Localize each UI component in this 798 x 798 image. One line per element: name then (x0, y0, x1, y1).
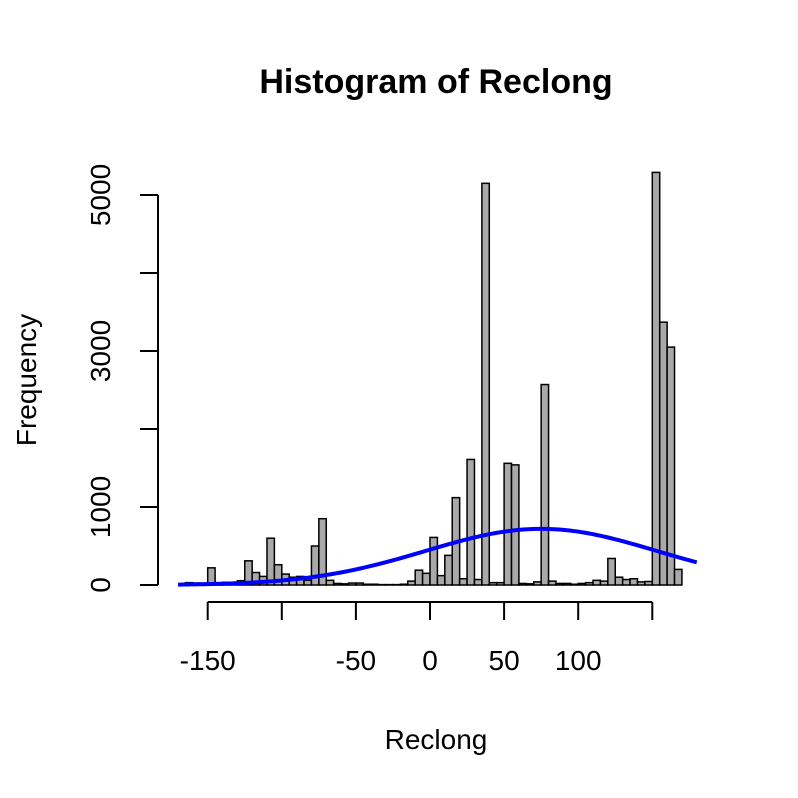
histogram-bar (458, 578, 468, 586)
histogram-bar (547, 580, 557, 586)
histogram-bar (407, 580, 416, 586)
histogram-bar (318, 517, 328, 586)
histogram-bar (666, 346, 676, 586)
histogram-bar (644, 580, 654, 586)
x-tick-label: -150 (180, 645, 236, 676)
histogram-bar (503, 462, 513, 586)
histogram-bar (495, 581, 505, 586)
histogram-bar (325, 579, 335, 586)
y-tick-label: 1000 (85, 476, 116, 538)
y-axis-label: Frequency (11, 314, 42, 446)
histogram-bar (436, 574, 446, 586)
histogram-bar (614, 576, 624, 586)
histogram-bar (636, 581, 646, 586)
histogram-bar (347, 582, 357, 586)
chart-title: Histogram of Reclong (259, 63, 612, 101)
histogram-bar (518, 582, 528, 586)
histogram-bar (421, 572, 431, 586)
histogram-bar (532, 581, 542, 586)
histogram-bars (184, 171, 683, 586)
histogram-bar (584, 581, 594, 586)
y-tick-label: 3000 (85, 320, 116, 382)
histogram-bar (444, 554, 453, 586)
histogram-bar (525, 583, 535, 586)
histogram-bar (481, 182, 491, 586)
histogram-bar (355, 582, 365, 586)
histogram-bar (473, 578, 483, 586)
histogram-bar (577, 582, 587, 586)
histogram-bar (362, 583, 372, 586)
histogram-bar (429, 536, 439, 586)
histogram-bar (399, 583, 409, 586)
histogram-bar (562, 582, 572, 586)
y-tick-label: 0 (85, 577, 116, 593)
histogram-bar (658, 321, 668, 586)
histogram-bar (570, 583, 579, 586)
histogram-bar (651, 171, 661, 586)
x-tick-label: 0 (422, 645, 438, 676)
histogram-bar (369, 583, 379, 586)
x-tick-label: -50 (336, 645, 376, 676)
histogram-bar (540, 383, 550, 586)
histogram-bar (266, 537, 276, 586)
histogram-bar (340, 583, 350, 586)
x-tick-label: 50 (489, 645, 520, 676)
histogram-bar (303, 579, 313, 586)
histogram-bar (592, 579, 602, 586)
y-axis-ticks: 0 1000 3000 5000 (85, 164, 158, 593)
histogram-bar (621, 578, 631, 586)
histogram-bar (607, 557, 617, 586)
x-tick-label: 100 (555, 645, 602, 676)
histogram-bar (310, 545, 320, 586)
histogram-bar (488, 581, 498, 586)
histogram-bar (466, 458, 476, 586)
histogram-bar (414, 569, 424, 586)
histogram-bar (510, 464, 520, 586)
x-axis-ticks: -150 -50 0 50 100 (180, 602, 654, 676)
histogram-bar (599, 580, 609, 586)
histogram-bar (673, 568, 683, 586)
normal-density-curve (178, 526, 698, 587)
histogram-bar (332, 582, 342, 586)
y-tick-label: 5000 (85, 164, 116, 226)
x-axis-label: Reclong (385, 724, 488, 755)
histogram-bar (555, 582, 565, 586)
histogram-bar (629, 578, 639, 586)
